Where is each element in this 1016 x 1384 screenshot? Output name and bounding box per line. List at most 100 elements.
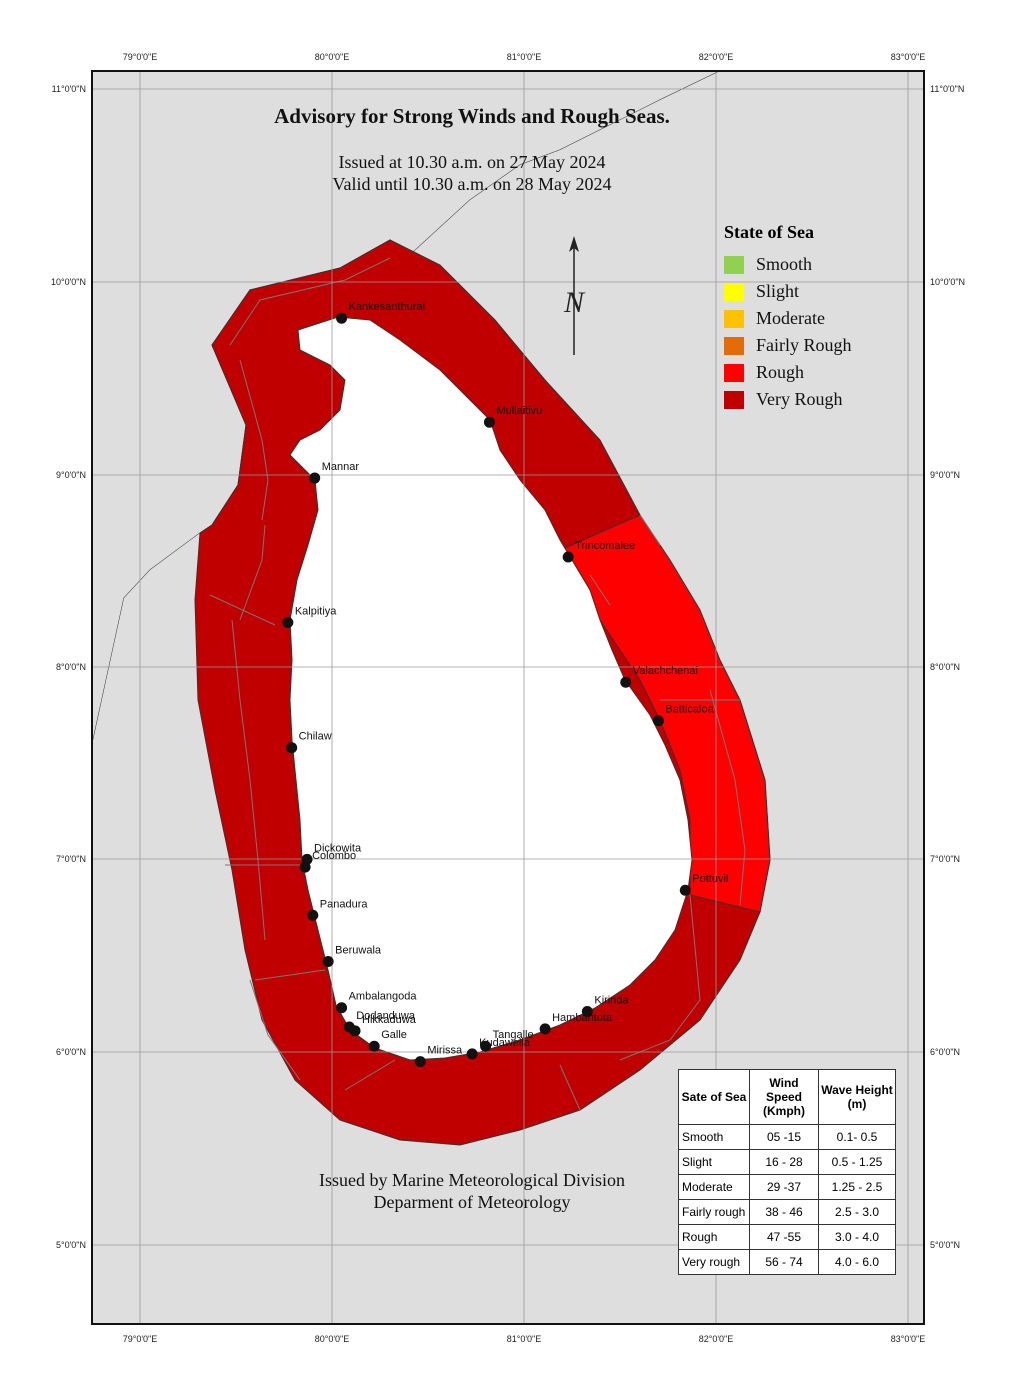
issued-time: Issued at 10.30 a.m. on 27 May 2024: [338, 152, 606, 172]
table-cell: 56 - 74: [749, 1249, 819, 1275]
station-label: Kalpitiya: [295, 606, 337, 618]
valid-time: Valid until 10.30 a.m. on 28 May 2024: [332, 174, 612, 194]
legend-label: Smooth: [756, 254, 813, 274]
table-cell: 3.0 - 4.0: [818, 1224, 896, 1250]
lat-label-left: 8°0'0"N: [56, 662, 86, 672]
station-layer: Kankesanthurai Mullaitivu Mannar Trincomale…: [282, 301, 728, 1068]
station-label: Valachchenai: [633, 665, 698, 677]
station-marker: [309, 472, 321, 484]
lat-label-right: 8°0'0"N: [930, 662, 960, 672]
station-marker: [307, 909, 319, 921]
legend-label: Slight: [756, 281, 800, 301]
table-cell: 47 -55: [749, 1224, 819, 1250]
station-marker: [466, 1048, 478, 1060]
table-cell: Rough: [678, 1224, 750, 1250]
station-label: Mullaitivu: [496, 405, 542, 417]
lon-label-bottom: 80°0'0"E: [315, 1334, 350, 1344]
lat-label-left: 5°0'0"N: [56, 1240, 86, 1250]
station-label: Colombo: [312, 850, 356, 862]
legend: State of Sea Smooth Slight Moderate Fairly …: [724, 222, 852, 413]
lon-label-top: 81°0'0"E: [507, 52, 542, 62]
legend-item: Smooth: [724, 251, 852, 278]
station-label: Hikkaduwa: [362, 1014, 417, 1026]
station-marker: [336, 1002, 348, 1014]
station-label: Mannar: [322, 461, 360, 473]
lon-label-top: 82°0'0"E: [699, 52, 734, 62]
legend-item: Moderate: [724, 305, 852, 332]
station-label: Chilaw: [299, 731, 332, 743]
station-label: Tangalle: [493, 1029, 534, 1041]
table-cell: 2.5 - 3.0: [818, 1199, 896, 1225]
map-border: [91, 70, 925, 1325]
sea-state-table: Sate of Sea Wind Speed (Kmph) Wave Heigh…: [678, 1069, 896, 1275]
legend-swatch: [724, 390, 744, 409]
table-cell: Very rough: [678, 1249, 750, 1275]
station-label: Ambalangoda: [349, 991, 418, 1003]
lon-label-bottom: 83°0'0"E: [891, 1334, 926, 1344]
station-marker: [483, 416, 495, 428]
lon-label-bottom: 81°0'0"E: [507, 1334, 542, 1344]
lon-label-bottom: 79°0'0"E: [123, 1334, 158, 1344]
lon-label-top: 83°0'0"E: [891, 52, 926, 62]
station-marker: [414, 1056, 426, 1068]
table-row: Very rough 56 - 74 4.0 - 6.0: [678, 1249, 896, 1275]
station-marker: [679, 884, 691, 896]
north-label: N: [563, 286, 586, 319]
legend-label: Very Rough: [756, 389, 843, 409]
table-cell: 1.25 - 2.5: [818, 1174, 896, 1200]
station-marker: [480, 1040, 492, 1052]
station-marker: [562, 551, 574, 563]
table-cell: Smooth: [678, 1124, 750, 1150]
legend-item: Slight: [724, 278, 852, 305]
graticule: [92, 71, 924, 1324]
table-row: Rough 47 -55 3.0 - 4.0: [678, 1224, 896, 1250]
station-label: Dodanduwa: [356, 1010, 416, 1022]
station-marker: [336, 312, 348, 324]
station-label: Trincomalee: [575, 540, 635, 552]
table-header: Wind Speed (Kmph): [749, 1069, 819, 1125]
legend-label: Rough: [756, 362, 805, 382]
legend-item: Fairly Rough: [724, 332, 852, 359]
legend-title: State of Sea: [724, 222, 814, 242]
station-marker: [299, 861, 311, 873]
table-header: Sate of Sea: [678, 1069, 750, 1125]
lat-label-left: 6°0'0"N: [56, 1047, 86, 1057]
table-row: Moderate 29 -37 1.25 - 2.5: [678, 1174, 896, 1200]
footer-line-2: Deparment of Meteorology: [373, 1192, 571, 1212]
legend-swatch: [724, 282, 744, 301]
station-label: Kudawella: [479, 1037, 531, 1049]
station-label: Mirissa: [427, 1045, 463, 1057]
table-cell: 4.0 - 6.0: [818, 1249, 896, 1275]
legend-label: Moderate: [756, 308, 825, 328]
lat-label-left: 10°0'0"N: [51, 277, 86, 287]
lon-label-top: 80°0'0"E: [315, 52, 350, 62]
table-cell: Moderate: [678, 1174, 750, 1200]
table-row: Fairly rough 38 - 46 2.5 - 3.0: [678, 1199, 896, 1225]
station-marker: [349, 1025, 361, 1037]
north-arrow-icon: N: [563, 236, 586, 355]
axis-labels: 79°0'0"E 80°0'0"E 81°0'0"E 82°0'0"E 83°0…: [51, 52, 965, 1344]
lat-label-left: 9°0'0"N: [56, 470, 86, 480]
station-marker: [286, 742, 298, 754]
station-marker: [368, 1040, 380, 1052]
lat-label-right: 7°0'0"N: [930, 854, 960, 864]
lat-label-right: 5°0'0"N: [930, 1240, 960, 1250]
station-marker: [322, 955, 334, 967]
table-header-row: Sate of Sea Wind Speed (Kmph) Wave Heigh…: [678, 1069, 896, 1125]
lat-label-right: 9°0'0"N: [930, 470, 960, 480]
station-label: Beruwala: [335, 944, 382, 956]
station-label: Kankesanthurai: [349, 301, 425, 313]
station-label: Hambantota: [552, 1012, 613, 1024]
station-marker: [581, 1006, 593, 1018]
station-label: Batticaloa: [665, 704, 714, 716]
table-cell: Slight: [678, 1149, 750, 1175]
table-header: Wave Height (m): [818, 1069, 896, 1125]
lat-label-left: 7°0'0"N: [56, 854, 86, 864]
legend-item: Rough: [724, 359, 852, 386]
lat-label-right: 6°0'0"N: [930, 1047, 960, 1057]
station-label: Galle: [381, 1029, 407, 1041]
station-marker: [652, 715, 664, 727]
station-marker: [282, 617, 294, 629]
legend-item: Very Rough: [724, 386, 852, 413]
